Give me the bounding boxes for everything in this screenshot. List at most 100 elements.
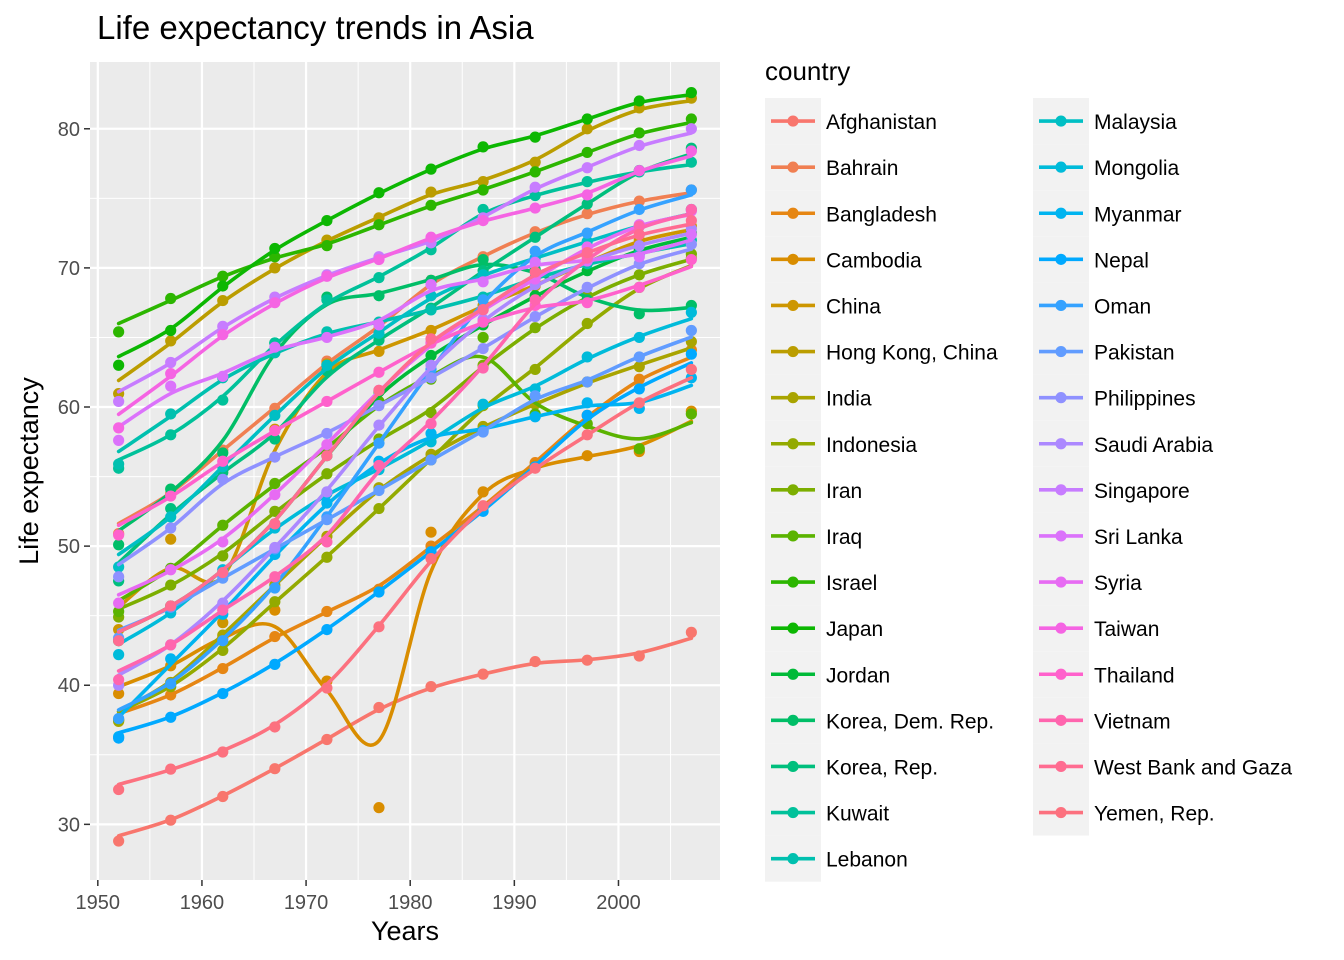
data-point-afghanistan bbox=[165, 814, 177, 826]
data-point-singapore bbox=[217, 320, 229, 332]
data-point-korea-dem-rep bbox=[373, 290, 385, 302]
data-point-nepal bbox=[373, 586, 385, 598]
data-point-iran bbox=[425, 406, 437, 419]
data-point-cambodia bbox=[477, 486, 489, 498]
legend-item-cambodia: Cambodia bbox=[765, 236, 922, 283]
data-point-vietnam bbox=[477, 362, 489, 374]
legend-item-china: China bbox=[765, 282, 881, 329]
legend-item-myanmar: Myanmar bbox=[1033, 190, 1182, 237]
data-point-japan bbox=[529, 131, 541, 143]
legend-item-korea-rep: Korea, Rep. bbox=[765, 743, 938, 790]
data-point-israel bbox=[113, 326, 125, 338]
x-tick-label: 1980 bbox=[388, 892, 433, 914]
legend-item-thailand: Thailand bbox=[1033, 651, 1175, 698]
legend-item-sri-lanka: Sri Lanka bbox=[1033, 512, 1183, 559]
legend-key-point bbox=[787, 853, 799, 865]
legend-label: Oman bbox=[1094, 295, 1151, 318]
series-hong-kong-china bbox=[113, 92, 697, 400]
legend-key-point bbox=[1055, 714, 1067, 726]
data-point-sri-lanka bbox=[477, 276, 489, 288]
legend-label: Syria bbox=[1094, 572, 1142, 595]
data-point-china bbox=[425, 324, 437, 337]
data-point-west-bank-and-gaza bbox=[269, 518, 281, 530]
y-tick-label: 70 bbox=[58, 258, 80, 280]
data-point-thailand bbox=[165, 490, 177, 502]
data-point-bangladesh bbox=[321, 605, 333, 618]
legend-label: Israel bbox=[826, 572, 877, 595]
series-israel bbox=[113, 113, 697, 338]
data-point-yemen-rep bbox=[685, 363, 697, 376]
legend-key-point bbox=[1055, 668, 1067, 680]
legend-label: India bbox=[826, 388, 872, 411]
data-point-japan bbox=[633, 95, 645, 107]
legend-key-point bbox=[787, 576, 799, 588]
data-point-saudi-arabia bbox=[425, 359, 437, 371]
legend-label: Yemen, Rep. bbox=[1094, 803, 1215, 826]
data-point-vietnam bbox=[425, 418, 437, 430]
data-point-sri-lanka bbox=[633, 251, 645, 263]
data-point-afghanistan bbox=[477, 668, 489, 680]
legend-label: Thailand bbox=[1094, 664, 1175, 687]
legend-item-pakistan: Pakistan bbox=[1033, 328, 1175, 375]
series-thailand bbox=[113, 253, 697, 541]
data-point-iran bbox=[165, 579, 177, 591]
data-point-iran bbox=[217, 550, 229, 562]
data-point-japan bbox=[685, 87, 697, 99]
data-point-israel bbox=[165, 292, 177, 305]
data-point-west-bank-and-gaza bbox=[529, 266, 541, 278]
data-point-malaysia bbox=[321, 359, 333, 371]
data-point-hong-kong-china bbox=[529, 156, 541, 168]
data-point-korea-dem-rep bbox=[477, 253, 489, 266]
data-point-sri-lanka bbox=[685, 228, 697, 241]
x-tick-label: 2000 bbox=[596, 892, 641, 914]
legend-key-point bbox=[787, 714, 799, 726]
legend-label: Bahrain bbox=[826, 157, 898, 180]
data-point-bahrain bbox=[581, 208, 593, 220]
legend-label: Iraq bbox=[826, 526, 862, 549]
data-point-malaysia bbox=[165, 511, 177, 523]
data-point-philippines bbox=[165, 522, 177, 534]
data-point-lebanon bbox=[113, 458, 125, 470]
legend-item-saudi-arabia: Saudi Arabia bbox=[1033, 420, 1213, 467]
legend-label: Sri Lanka bbox=[1094, 526, 1183, 549]
data-point-west-bank-and-gaza bbox=[581, 246, 593, 259]
legend-key-point bbox=[1055, 115, 1067, 127]
data-point-mongolia bbox=[113, 649, 125, 661]
legend-item-singapore: Singapore bbox=[1033, 466, 1190, 513]
data-point-sri-lanka bbox=[321, 331, 333, 344]
data-point-japan bbox=[269, 242, 281, 255]
data-point-nepal bbox=[685, 348, 697, 360]
legend-item-japan: Japan bbox=[765, 605, 883, 652]
legend-key-point bbox=[787, 299, 799, 312]
data-point-singapore bbox=[581, 162, 593, 174]
legend-label: Jordan bbox=[826, 664, 890, 687]
data-point-thailand bbox=[581, 297, 593, 309]
legend-item-malaysia: Malaysia bbox=[1033, 98, 1177, 145]
data-point-indonesia bbox=[321, 551, 333, 563]
chart-title: Life expectancy trends in Asia bbox=[97, 9, 534, 46]
data-point-philippines bbox=[425, 372, 437, 384]
data-point-pakistan bbox=[425, 454, 437, 466]
data-point-sri-lanka bbox=[165, 380, 177, 392]
data-point-philippines bbox=[477, 342, 489, 355]
data-point-yemen-rep bbox=[165, 763, 177, 775]
data-point-thailand bbox=[373, 366, 385, 378]
data-point-hong-kong-china bbox=[581, 123, 593, 135]
data-point-japan bbox=[113, 359, 125, 371]
data-point-china bbox=[165, 533, 177, 545]
data-point-japan bbox=[217, 280, 229, 292]
data-point-vietnam bbox=[529, 294, 541, 306]
data-point-cambodia bbox=[373, 802, 385, 814]
data-point-israel bbox=[321, 240, 333, 252]
data-point-taiwan bbox=[685, 145, 697, 157]
data-point-israel bbox=[425, 199, 437, 211]
data-point-hong-kong-china bbox=[217, 294, 229, 307]
legend-label: Afghanistan bbox=[826, 111, 937, 134]
legend-item-yemen-rep: Yemen, Rep. bbox=[1033, 789, 1215, 836]
data-point-malaysia bbox=[373, 327, 385, 339]
data-point-philippines bbox=[217, 473, 229, 485]
data-point-korea-dem-rep bbox=[113, 539, 125, 551]
data-point-syria bbox=[321, 438, 333, 451]
data-point-afghanistan bbox=[321, 733, 333, 746]
data-point-kuwait bbox=[165, 429, 177, 441]
